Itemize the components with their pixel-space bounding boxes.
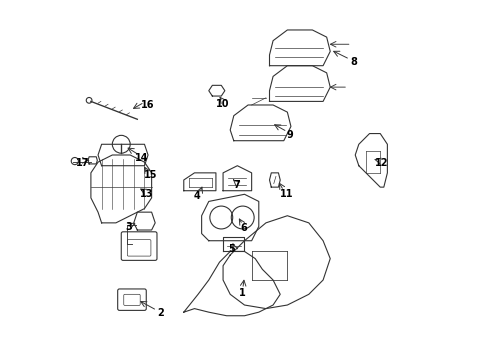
Text: 11: 11 xyxy=(279,189,293,199)
Text: 13: 13 xyxy=(140,189,153,199)
Text: 8: 8 xyxy=(349,57,356,67)
Text: 7: 7 xyxy=(232,180,239,190)
Text: 12: 12 xyxy=(374,158,387,168)
Text: 10: 10 xyxy=(216,99,229,109)
Text: 4: 4 xyxy=(193,191,200,201)
Text: 1: 1 xyxy=(239,288,245,297)
Text: 15: 15 xyxy=(143,170,157,180)
Text: 9: 9 xyxy=(286,130,293,140)
Text: 2: 2 xyxy=(157,308,163,318)
Text: 14: 14 xyxy=(135,153,148,163)
Text: 5: 5 xyxy=(227,244,234,254)
Text: 6: 6 xyxy=(240,222,246,233)
Text: 16: 16 xyxy=(140,100,154,110)
Text: 3: 3 xyxy=(125,222,131,232)
Text: 17: 17 xyxy=(76,158,90,168)
